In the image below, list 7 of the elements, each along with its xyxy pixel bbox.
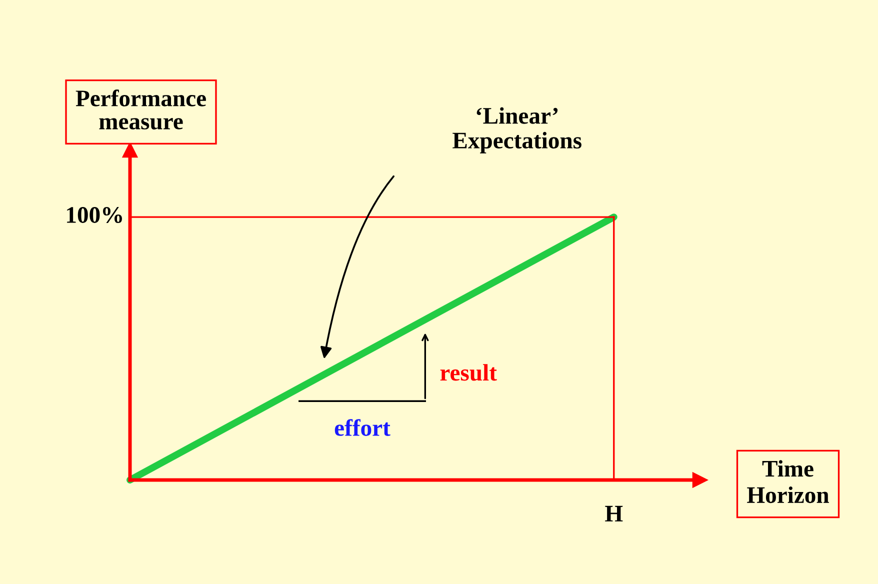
ref-line-label: 100% bbox=[67, 207, 122, 224]
annotation: result bbox=[440, 364, 497, 381]
y-axis-title: Performance measure bbox=[76, 90, 206, 130]
text: ‘Linear’ Expectations bbox=[452, 107, 582, 154]
text: H bbox=[605, 506, 623, 522]
annotation: effort bbox=[334, 419, 390, 436]
x-axis-title: Time Horizon bbox=[747, 460, 829, 504]
